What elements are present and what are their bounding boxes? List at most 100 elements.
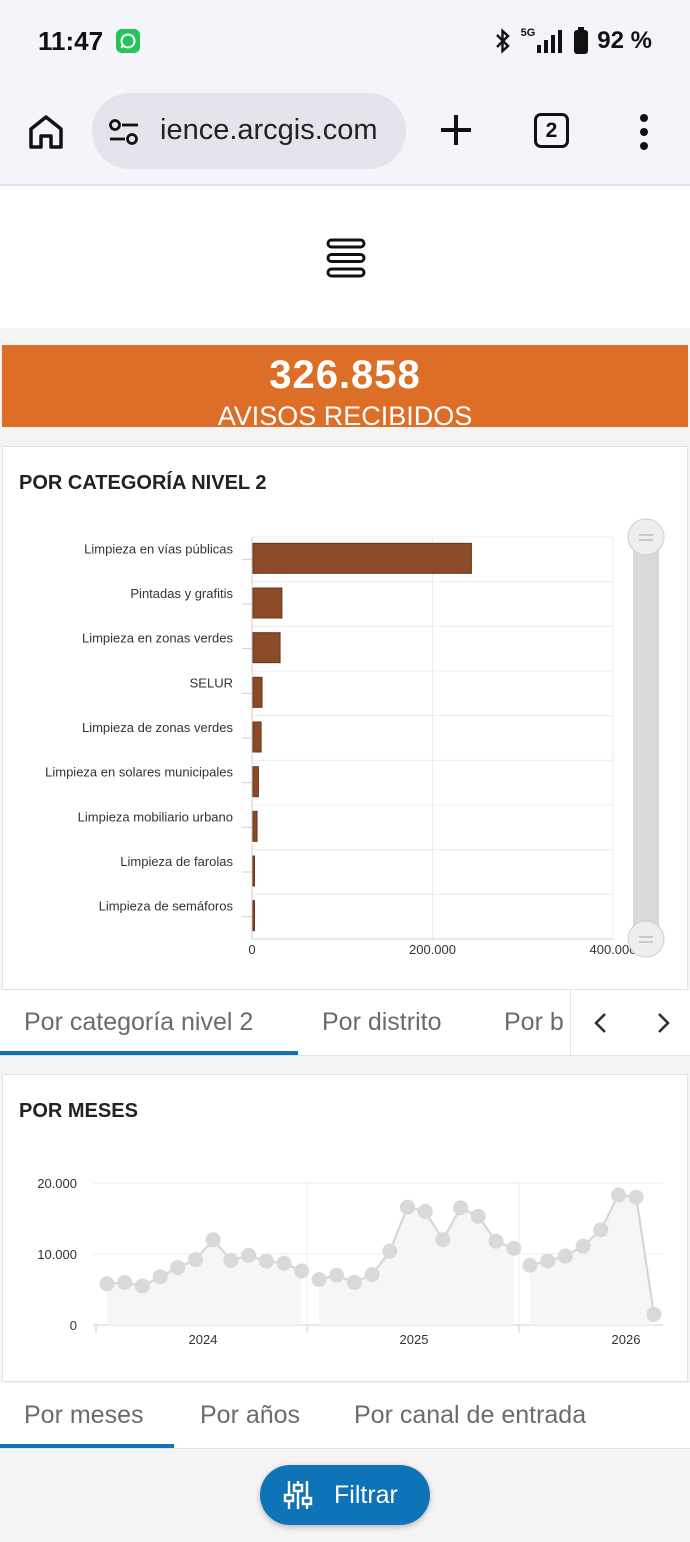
data-point	[470, 1208, 486, 1224]
series-area	[530, 1195, 654, 1325]
tab-district[interactable]: Por distrito	[298, 990, 478, 1055]
app-header	[0, 186, 690, 328]
data-point	[99, 1276, 115, 1292]
x-tick-label: 2025	[400, 1332, 429, 1347]
bar	[252, 632, 281, 664]
status-bar: 11:47 5G 92 %	[0, 0, 690, 82]
bar	[252, 900, 255, 932]
data-point	[276, 1255, 292, 1271]
bar	[252, 676, 263, 708]
tab-label: Por distrito	[322, 1008, 442, 1036]
tab-scroll-controls	[570, 990, 690, 1055]
x-tick-label: 200.000	[409, 942, 456, 957]
data-point	[205, 1232, 221, 1248]
category-chart-title: POR CATEGORÍA NIVEL 2	[19, 472, 267, 494]
category-label: Limpieza de zonas verdes	[82, 720, 234, 735]
whatsapp-icon	[116, 29, 140, 53]
data-point	[593, 1222, 609, 1238]
tab-label: Por meses	[24, 1401, 144, 1429]
data-point	[506, 1240, 522, 1256]
new-tab-icon[interactable]	[438, 112, 474, 148]
sliders-icon	[283, 1481, 313, 1509]
tab-por-b[interactable]: Por b	[480, 990, 570, 1055]
data-point	[400, 1199, 415, 1215]
data-point	[435, 1232, 451, 1248]
bar	[252, 721, 262, 753]
filter-button[interactable]: Filtrar	[260, 1465, 430, 1525]
data-point	[557, 1248, 573, 1264]
data-point	[170, 1259, 186, 1275]
data-point	[311, 1272, 327, 1288]
home-icon[interactable]	[26, 112, 66, 152]
browser-toolbar: ience.arcgis.com 2	[0, 82, 690, 186]
tab-switcher-button[interactable]: 2	[534, 113, 569, 148]
battery-percent: 92 %	[597, 27, 652, 54]
data-point	[294, 1263, 310, 1279]
tab-years[interactable]: Por años	[176, 1383, 326, 1448]
tab-label: Por años	[200, 1401, 301, 1429]
zoom-slider-handle[interactable]	[627, 518, 665, 556]
bar	[252, 542, 472, 574]
data-point	[540, 1253, 556, 1269]
data-point	[223, 1252, 239, 1268]
category-label: Limpieza de farolas	[120, 854, 233, 869]
tab-months[interactable]: Por meses	[0, 1383, 174, 1448]
category-label: Pintadas y grafitis	[130, 586, 233, 601]
data-point	[575, 1238, 591, 1254]
data-point	[364, 1267, 380, 1283]
data-point	[646, 1306, 662, 1322]
data-point	[382, 1243, 398, 1259]
chevron-right-icon[interactable]	[653, 1011, 673, 1035]
data-point	[134, 1278, 150, 1294]
months-tabs: Por meses Por años Por canal de entrada	[0, 1383, 690, 1449]
category-label: Limpieza en zonas verdes	[82, 631, 234, 646]
data-point	[117, 1274, 133, 1290]
months-chart-title: POR MESES	[19, 1100, 138, 1122]
network-type: 5G	[520, 27, 536, 39]
data-point	[417, 1203, 433, 1219]
tab-label: Por canal de entrada	[354, 1401, 587, 1429]
signal-icon	[537, 30, 563, 53]
category-label: Limpieza de semáforos	[99, 899, 234, 914]
tab-label: Por b	[504, 1008, 564, 1036]
data-point	[241, 1247, 257, 1263]
filter-button-label: Filtrar	[334, 1480, 398, 1509]
data-point	[346, 1274, 362, 1290]
category-tabs: Por categoría nivel 2 Por distrito Por b	[0, 990, 690, 1056]
bar	[252, 587, 283, 619]
months-chart-panel: POR MESES 0 10.000 20.000 2024 2025 2026	[2, 1074, 688, 1382]
category-label: SELUR	[190, 675, 233, 690]
x-tick-label: 400.000	[590, 942, 637, 957]
kpi-label: AVISOS RECIBIDOS	[217, 401, 473, 427]
kpi-card: 326.858 AVISOS RECIBIDOS	[2, 345, 688, 427]
zoom-slider-track	[633, 537, 659, 939]
data-point	[488, 1233, 504, 1249]
x-tick-label: 2024	[189, 1332, 218, 1347]
data-point	[152, 1269, 168, 1285]
active-tab-indicator	[0, 1444, 174, 1448]
status-time: 11:47	[38, 26, 104, 56]
address-bar[interactable]: ience.arcgis.com	[92, 93, 406, 169]
url-text[interactable]: ience.arcgis.com	[160, 114, 378, 146]
tab-category-level-2[interactable]: Por categoría nivel 2	[0, 990, 298, 1055]
bar	[252, 855, 255, 887]
chevron-left-icon[interactable]	[591, 1011, 611, 1035]
bluetooth-icon	[495, 28, 510, 54]
months-line-chart: 0 10.000 20.000 2024 2025 2026	[37, 1176, 663, 1347]
tab-label: Por categoría nivel 2	[24, 1008, 254, 1036]
tab-entry-channel[interactable]: Por canal de entrada	[330, 1383, 650, 1448]
battery-icon	[574, 27, 589, 54]
bar	[252, 810, 258, 842]
zoom-slider-handle[interactable]	[627, 920, 665, 958]
site-settings-icon[interactable]	[108, 119, 140, 145]
status-indicators: 5G 92 %	[493, 24, 652, 58]
more-options-icon[interactable]	[638, 112, 650, 152]
y-tick-label: 0	[70, 1318, 77, 1333]
data-point	[611, 1187, 626, 1203]
data-point	[522, 1257, 538, 1273]
x-tick-label: 2026	[612, 1332, 641, 1347]
category-label: Limpieza mobiliario urbano	[78, 809, 233, 824]
data-point	[188, 1252, 203, 1268]
menu-icon[interactable]	[326, 238, 366, 278]
active-tab-indicator	[0, 1051, 298, 1055]
